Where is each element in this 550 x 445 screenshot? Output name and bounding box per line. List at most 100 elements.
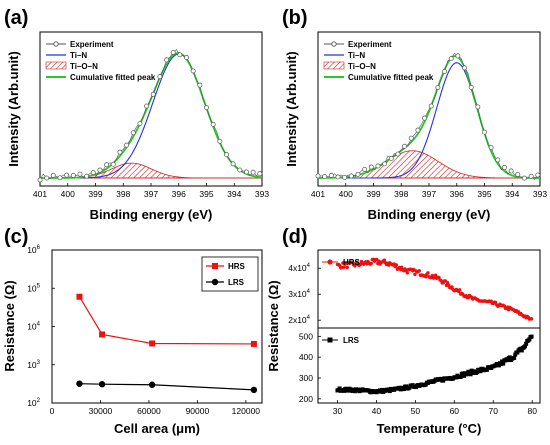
- experiment-point-b: [428, 103, 434, 109]
- experiment-point-b: [442, 69, 447, 74]
- experiment-point-b: [402, 143, 408, 149]
- data-point-hrs: [149, 340, 156, 347]
- experiment-point-a: [230, 161, 236, 167]
- x-tick-label-b-7: 394: [505, 189, 519, 199]
- experiment-point-b: [328, 172, 334, 178]
- data-point-lrs: [76, 380, 83, 387]
- y-axis-label-a: Intensity (Arb.unit): [6, 51, 21, 167]
- experiment-point-a: [237, 167, 243, 173]
- data-point-lrs-d: [475, 370, 480, 375]
- experiment-point-b: [362, 166, 368, 172]
- panel-label-d: (d): [282, 226, 308, 248]
- data-point-lrs-d: [512, 355, 517, 360]
- legend-swatch-tion: [45, 61, 67, 70]
- data-point-lrs-d: [529, 334, 534, 339]
- experiment-point-b: [455, 53, 461, 59]
- experiment-point-b: [415, 127, 421, 133]
- legend-b: Experiment Ti–N Ti–O–N Cumulative fitted…: [323, 40, 434, 82]
- data-point-lrs-d: [478, 369, 483, 374]
- experiment-point-b: [482, 129, 487, 135]
- panel-label-b: (b): [282, 7, 308, 29]
- legend-label-tin-b: Ti–N: [348, 51, 365, 60]
- data-point-hrs-d: [382, 258, 387, 262]
- data-point-hrs-d: [445, 280, 450, 285]
- experiment-point-a: [90, 170, 96, 176]
- experiment-point-b: [475, 104, 481, 110]
- experiment-point-a: [44, 175, 50, 181]
- legend-d-lrs: LRS: [322, 336, 360, 345]
- x-tick-label-c-1: 30000: [89, 406, 113, 416]
- data-point-hrs-d: [417, 269, 421, 273]
- experiment-point-b: [348, 173, 354, 179]
- x-tick-label-b-8: 393: [533, 189, 547, 199]
- experiment-point-a: [244, 169, 249, 175]
- experiment-point-b: [515, 172, 521, 177]
- x-axis-label-a: Binding energy (eV): [90, 207, 213, 222]
- legend-marker-hrs: [212, 263, 218, 269]
- panel-a: Intensity (Arb.unit) Binding energy (eV)…: [6, 31, 269, 222]
- legend-box-c: [201, 256, 259, 292]
- panel-label-a: (a): [4, 7, 28, 29]
- y-tick-label-c-0: 102: [27, 398, 40, 408]
- experiment-point-b: [408, 135, 414, 141]
- data-point-lrs-d: [404, 384, 409, 389]
- data-point-lrs-d: [501, 361, 506, 366]
- data-point-hrs-d: [400, 265, 404, 270]
- experiment-point-b: [335, 174, 341, 180]
- x-tick-label-a-1: 400: [61, 189, 75, 199]
- x-tick-label-d-5: 80: [527, 406, 537, 416]
- x-tick-label-a-6: 395: [199, 189, 213, 199]
- experiment-point-a: [97, 167, 103, 173]
- experiment-point-a: [177, 52, 183, 58]
- experiment-point-a: [184, 55, 189, 60]
- y-axis-label-c: Resistance (Ω): [2, 280, 17, 371]
- x-tick-label-c-0: 0: [50, 406, 55, 416]
- data-point-hrs-d: [342, 265, 346, 269]
- x-tick-label-a-0: 401: [33, 189, 47, 199]
- experiment-point-b: [382, 161, 388, 167]
- y-tick-label-d-top-0: 2x104: [288, 315, 310, 325]
- data-point-lrs-d: [461, 373, 466, 378]
- panel-label-c: (c): [4, 226, 28, 248]
- x-tick-label-d-3: 60: [450, 406, 460, 416]
- x-axis-label-b: Binding energy (eV): [368, 207, 491, 222]
- experiment-point-a: [64, 172, 70, 178]
- legend-marker-lrs-d: [327, 337, 333, 343]
- data-point-hrs-d: [353, 264, 357, 268]
- data-point-hrs-d: [433, 273, 438, 277]
- experiment-line-b: [317, 52, 539, 180]
- legend-label-experiment: Experiment: [70, 40, 114, 49]
- plot-frame-d: [317, 249, 541, 404]
- legend-label-tin: Ti–N: [70, 51, 87, 60]
- panel-d: Resistance (Ω) Temperature (°C) 30 40 50 60…: [266, 249, 541, 436]
- data-point-lrs-d: [500, 359, 505, 364]
- experiment-point-b: [368, 164, 374, 170]
- y-tick-label-c-1: 103: [27, 360, 40, 370]
- x-tick-label-b-5: 396: [450, 189, 464, 199]
- experiment-point-b: [322, 174, 328, 180]
- x-tick-label-a-3: 398: [116, 189, 130, 199]
- x-tick-label-c-4: 120000: [232, 406, 261, 416]
- legend-a: Experiment Ti–N Ti–O–N Cumulative fitted…: [45, 40, 156, 82]
- experiment-point-a: [164, 57, 169, 63]
- x-tick-label-c-3: 90000: [186, 406, 210, 416]
- y-axis-label-b: Intensity (Arb.unit): [284, 51, 299, 167]
- x-tick-label-d-1: 40: [372, 406, 382, 416]
- legend-label-hrs-d: HRS: [343, 258, 361, 267]
- experiment-point-b: [388, 155, 394, 161]
- experiment-point-b: [435, 85, 441, 90]
- legend-label-fit-b: Cumulative fitted peak: [348, 73, 434, 82]
- data-point-hrs-d: [450, 285, 454, 289]
- x-tick-label-a-8: 393: [255, 189, 269, 199]
- experiment-point-a: [210, 121, 216, 127]
- experiment-point-a: [224, 152, 229, 158]
- data-point-lrs: [98, 381, 106, 388]
- experiment-line-a: [39, 49, 260, 181]
- data-point-hrs: [99, 331, 106, 338]
- experiment-point-b: [508, 168, 514, 174]
- data-point-lrs-d: [507, 355, 512, 360]
- experiment-point-a: [204, 105, 209, 111]
- experiment-point-a: [37, 177, 43, 183]
- x-tick-label-d-0: 30: [333, 406, 343, 416]
- y-tick-label-c-2: 104: [27, 322, 40, 332]
